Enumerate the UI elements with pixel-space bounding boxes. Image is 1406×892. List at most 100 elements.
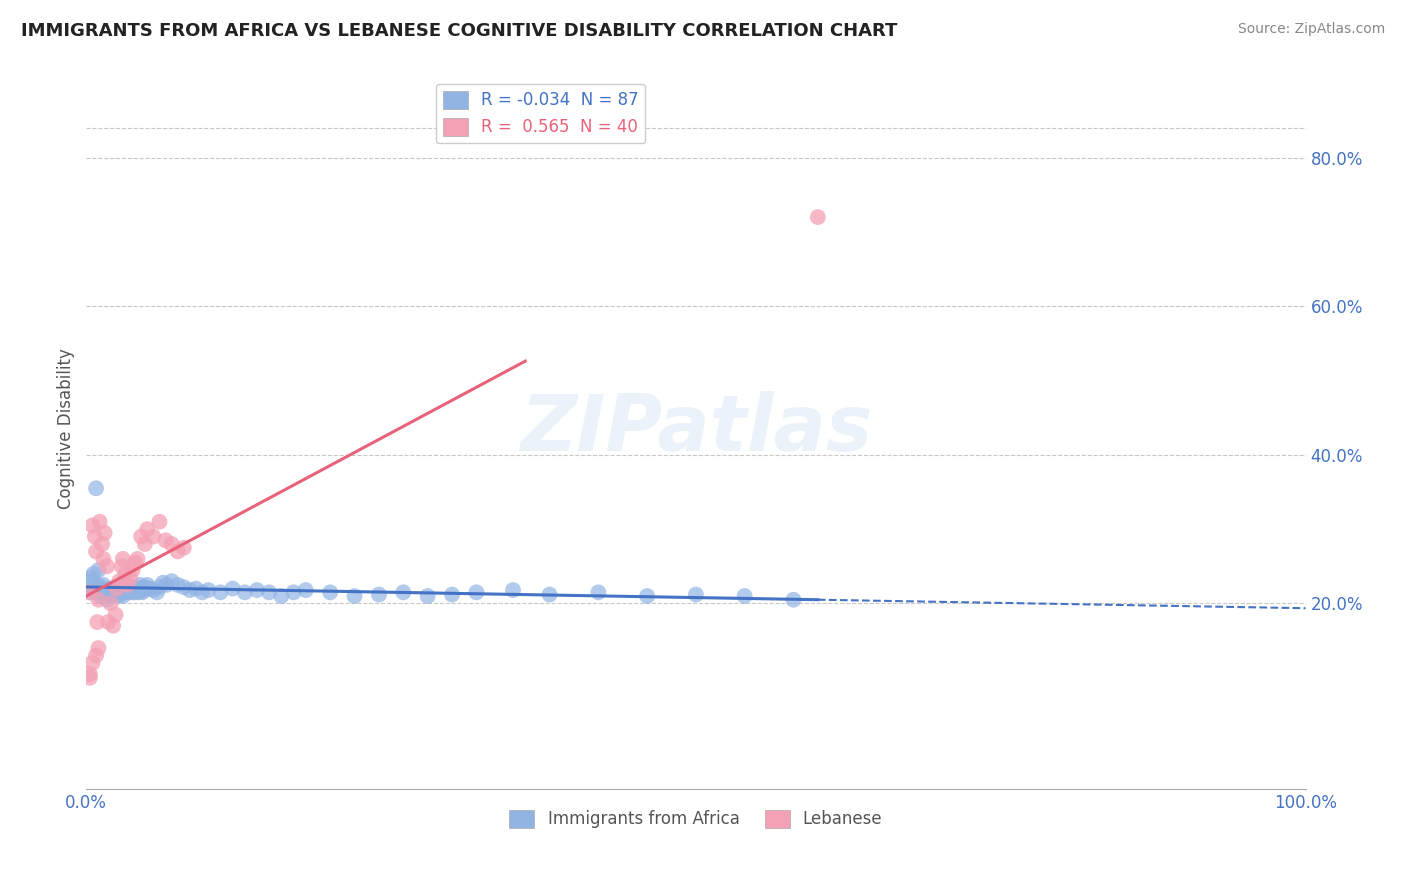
Point <box>111 552 134 566</box>
Point <box>101 619 124 633</box>
Point <box>79 667 101 681</box>
Point <box>117 578 139 592</box>
Text: Source: ZipAtlas.com: Source: ZipAtlas.com <box>1237 22 1385 37</box>
Point <box>111 589 134 603</box>
Point <box>191 585 214 599</box>
Point <box>246 583 269 598</box>
Point <box>209 585 232 599</box>
Point <box>166 578 188 592</box>
Point <box>104 607 127 622</box>
Point <box>93 578 115 592</box>
Point <box>146 585 169 599</box>
Point <box>84 544 107 558</box>
Point <box>142 530 165 544</box>
Point <box>117 582 139 596</box>
Point <box>502 583 524 598</box>
Point <box>79 585 101 599</box>
Point <box>121 585 143 599</box>
Point <box>94 588 117 602</box>
Point <box>367 588 389 602</box>
Point <box>125 582 148 596</box>
Point <box>101 583 124 598</box>
Point <box>103 585 125 599</box>
Point <box>108 583 131 598</box>
Point <box>110 580 132 594</box>
Point <box>107 589 129 603</box>
Point <box>138 582 160 596</box>
Point <box>179 583 201 598</box>
Point <box>257 585 280 599</box>
Point <box>197 583 219 598</box>
Point <box>152 575 174 590</box>
Point <box>155 533 177 548</box>
Point <box>87 583 110 598</box>
Point <box>83 580 105 594</box>
Point <box>173 541 195 555</box>
Point <box>89 515 111 529</box>
Point <box>111 559 134 574</box>
Point <box>84 481 107 495</box>
Point <box>91 585 114 599</box>
Point <box>124 556 146 570</box>
Text: IMMIGRANTS FROM AFRICA VS LEBANESE COGNITIVE DISABILITY CORRELATION CHART: IMMIGRANTS FROM AFRICA VS LEBANESE COGNI… <box>21 22 897 40</box>
Point <box>82 518 104 533</box>
Point <box>87 641 110 656</box>
Point <box>100 597 122 611</box>
Point <box>173 580 195 594</box>
Point <box>87 592 110 607</box>
Point <box>97 615 120 629</box>
Point <box>294 583 316 598</box>
Point <box>93 525 115 540</box>
Point <box>538 588 561 602</box>
Point <box>441 588 464 602</box>
Point <box>104 582 127 596</box>
Point <box>148 580 170 594</box>
Point <box>96 592 118 607</box>
Point <box>160 537 183 551</box>
Point <box>83 566 105 581</box>
Text: ZIPatlas: ZIPatlas <box>520 391 872 467</box>
Point <box>79 574 101 589</box>
Legend: Immigrants from Africa, Lebanese: Immigrants from Africa, Lebanese <box>503 803 889 835</box>
Point <box>97 589 120 603</box>
Point <box>134 537 156 551</box>
Point <box>90 580 112 594</box>
Point <box>98 585 121 599</box>
Point <box>122 582 145 596</box>
Point <box>221 582 243 596</box>
Point <box>86 578 108 592</box>
Point <box>84 648 107 663</box>
Point <box>270 589 292 603</box>
Point <box>156 578 179 592</box>
Point <box>93 585 115 599</box>
Point <box>91 537 114 551</box>
Point <box>283 585 305 599</box>
Point <box>100 582 122 596</box>
Point <box>807 210 830 224</box>
Point <box>127 583 149 598</box>
Point <box>685 588 707 602</box>
Point <box>115 578 138 592</box>
Point <box>82 582 104 596</box>
Point <box>132 583 155 598</box>
Y-axis label: Cognitive Disability: Cognitive Disability <box>58 349 75 509</box>
Point <box>114 566 136 581</box>
Point <box>89 589 111 603</box>
Point <box>111 585 134 599</box>
Point <box>131 585 153 599</box>
Point <box>114 583 136 598</box>
Point <box>127 552 149 566</box>
Point <box>83 530 105 544</box>
Point <box>87 563 110 577</box>
Point <box>319 585 342 599</box>
Point <box>118 585 141 599</box>
Point <box>108 574 131 589</box>
Point <box>160 574 183 589</box>
Point <box>233 585 256 599</box>
Point <box>129 582 152 596</box>
Point <box>105 585 128 599</box>
Point <box>392 585 415 599</box>
Point <box>79 671 101 685</box>
Point <box>128 585 150 599</box>
Point <box>588 585 610 599</box>
